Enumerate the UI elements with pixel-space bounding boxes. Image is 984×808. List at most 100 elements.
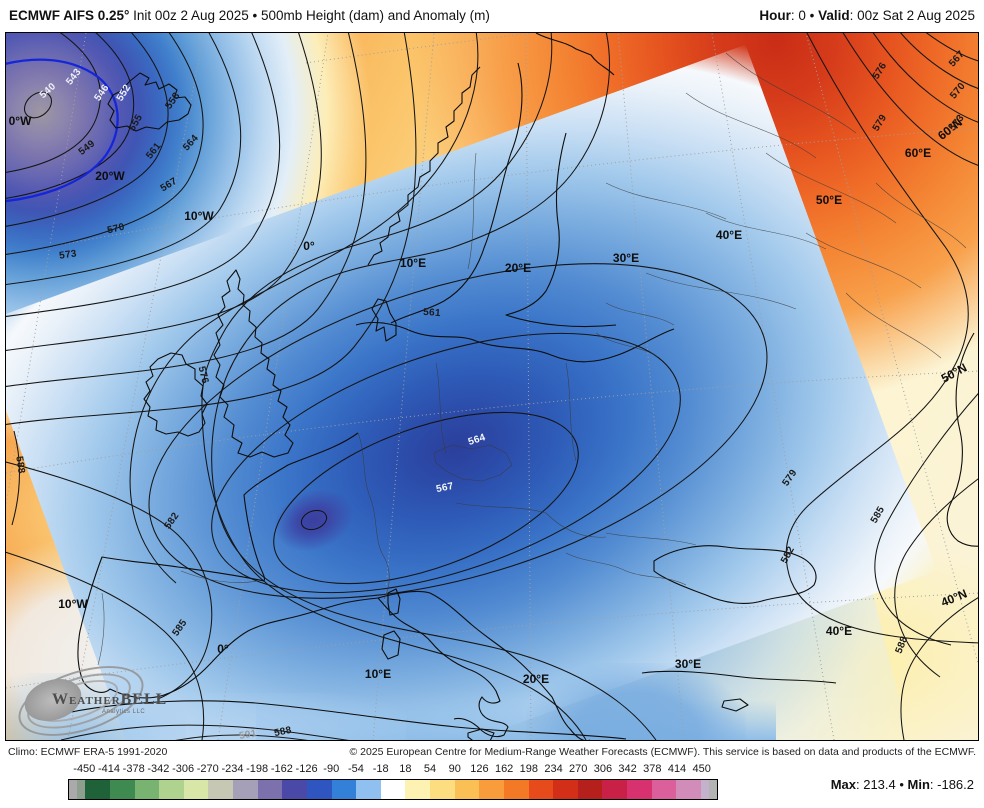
colorbar-tick: -54 [348, 763, 364, 775]
colorbar-tick: -450 [73, 763, 96, 775]
attribution-bar: Climo: ECMWF ERA-5 1991-2020 © 2025 Euro… [0, 741, 984, 762]
colorbar-zone: -450 -414 -378 -342 -306 -270 -234 -198 -162 -126… [0, 762, 984, 808]
colorbar-segment [109, 780, 135, 799]
coordinate-label: 60°E [904, 146, 932, 160]
model-name: ECMWF AIFS 0.25° [9, 8, 130, 23]
colorbar-segment [430, 780, 455, 799]
colorbar-tick: 18 [399, 763, 412, 775]
map-area: WeatherBELL Analytics LLC 0°W 20°W 10°W 0° 1… [5, 32, 979, 741]
colorbar-tick: -90 [323, 763, 340, 775]
colorbar-segment [700, 780, 709, 799]
sea-shading [6, 33, 978, 740]
height-contours [6, 33, 978, 740]
climo-note: Climo: ECMWF ERA-5 1991-2020 [8, 745, 168, 758]
valid-time: Hour: 0 • Valid: 00z Sat 2 Aug 2025 [759, 8, 975, 23]
colorbar-tick: 162 [494, 763, 514, 775]
colorbar-tick: 54 [423, 763, 437, 775]
colorbar-segment [282, 780, 307, 799]
colorbar-tick: 306 [593, 763, 613, 775]
colorbar-segment [77, 780, 86, 799]
coordinate-label: 40°E [825, 624, 853, 638]
coordinate-label: 10°W [58, 597, 88, 611]
contour-overlay [6, 33, 978, 740]
graticule [6, 33, 978, 740]
contour-label: 561 [422, 306, 442, 320]
colorbar-segment [233, 780, 258, 799]
colorbar-tick: -342 [147, 763, 170, 775]
colorbar-tick: 90 [448, 763, 461, 775]
colorbar-segment [208, 780, 233, 799]
colorbar-segment [709, 780, 718, 799]
coordinate-label: 20°E [504, 261, 532, 275]
colorbar-segment [331, 780, 357, 799]
coordinate-label: 10°E [364, 667, 392, 681]
colorbar-segment [405, 780, 430, 799]
coordinate-label: 10°W [184, 209, 214, 223]
colorbar-segment [553, 780, 578, 799]
copyright-note: © 2025 European Centre for Medium-Range … [349, 745, 976, 758]
colorbar-swatches [68, 779, 718, 800]
colorbar-segment [257, 780, 283, 799]
coordinate-label: 30°E [612, 251, 640, 265]
colorbar-tick: -126 [295, 763, 318, 775]
contour-540-bold [6, 58, 119, 203]
coordinate-label: 10°E [399, 256, 427, 270]
colorbar-ticks: -450 -414 -378 -342 -306 -270 -234 -198 -162 -126… [68, 763, 718, 777]
colorbar-segment [454, 780, 480, 799]
colorbar-segment [651, 780, 677, 799]
coastlines [65, 33, 978, 740]
coordinate-label: 0°W [8, 114, 32, 128]
colorbar-tick: 234 [544, 763, 563, 775]
valid-value: : 00z Sat 2 Aug 2025 [849, 8, 975, 23]
coordinate-label: 20°W [95, 169, 125, 183]
colorbar-tick: 450 [692, 763, 711, 775]
colorbar-segment [183, 780, 209, 799]
colorbar-segment [627, 780, 652, 799]
colorbar-tick: -378 [122, 763, 145, 775]
country-borders [97, 52, 967, 666]
colorbar-segment [306, 780, 332, 799]
coordinate-label: 20°E [522, 672, 550, 686]
weatherbell-logo: WeatherBELL Analytics LLC [9, 652, 176, 740]
colorbar-tick: 270 [569, 763, 588, 775]
colorbar-segment [479, 780, 504, 799]
logo-subtitle: Analytics LLC [102, 709, 146, 715]
header-bar: ECMWF AIFS 0.25° Init 00z 2 Aug 2025 • 5… [0, 0, 984, 31]
colorbar-segment [69, 780, 78, 799]
max-value: : 213.4 • [855, 777, 908, 792]
colorbar-tick: 342 [618, 763, 637, 775]
colorbar-tick: -18 [372, 763, 389, 775]
colorbar-segment [380, 780, 406, 799]
colorbar-tick: -198 [246, 763, 269, 775]
colorbar-tick: -306 [172, 763, 195, 775]
colorbar-segment [528, 780, 554, 799]
colorbar-segment [577, 780, 603, 799]
title-rest: Init 00z 2 Aug 2025 • 500mb Height (dam)… [129, 8, 490, 23]
max-min-readout: Max: 213.4 • Min: -186.2 [831, 777, 974, 792]
colorbar-segment [134, 780, 160, 799]
colorbar-tick: 378 [643, 763, 662, 775]
colorbar-tick: 126 [470, 763, 489, 775]
coordinate-label: 50°E [815, 193, 843, 207]
coordinate-label: 30°E [674, 657, 702, 671]
colorbar-segment [503, 780, 529, 799]
colorbar-segment [602, 780, 627, 799]
map-title: ECMWF AIFS 0.25° Init 00z 2 Aug 2025 • 5… [9, 8, 490, 23]
coordinate-label: 0° [217, 642, 229, 656]
colorbar-segment [676, 780, 701, 799]
colorbar-tick: -414 [97, 763, 120, 775]
colorbar-segment [85, 780, 110, 799]
colorbar-tick: 198 [519, 763, 539, 775]
coordinate-label: 0° [303, 239, 315, 253]
colorbar-tick: -270 [196, 763, 219, 775]
contour-label: 588 [13, 455, 27, 475]
colorbar-tick: -162 [270, 763, 293, 775]
max-label: Max [830, 777, 856, 792]
valid-label: Valid [818, 8, 850, 23]
hour-label: Hour [759, 8, 791, 23]
min-value: : -186.2 [929, 777, 974, 792]
contour-label: 591 [238, 728, 258, 741]
hour-value: : 0 • [790, 8, 819, 23]
logo-name: WeatherBELL [52, 691, 168, 708]
